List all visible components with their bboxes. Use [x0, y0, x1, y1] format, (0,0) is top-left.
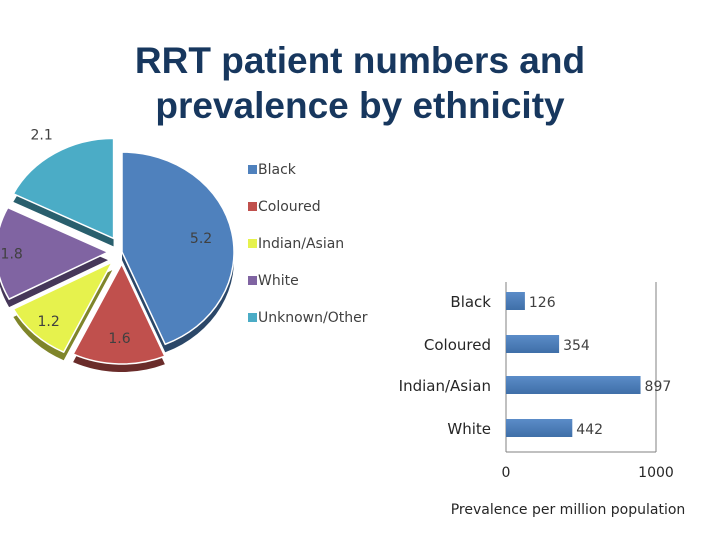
chart-title-line-2: prevalence by ethnicity — [155, 85, 565, 126]
pie-chart: 5.2 1.6 1.2 1.8 2.1 — [0, 128, 235, 372]
bar-value-black: 126 — [529, 295, 556, 311]
pie-slice-unknown-other — [12, 137, 115, 240]
pie-label-white: 1.8 — [1, 246, 23, 262]
bar-black — [506, 292, 525, 310]
chart-title: RRT patient numbers and prevalence by et… — [40, 38, 680, 128]
bar-coloured — [506, 335, 560, 353]
legend-swatch-black — [248, 165, 257, 174]
bar-white — [506, 419, 573, 437]
pie-label-indian-asian: 1.2 — [38, 314, 60, 330]
legend-label-black: Black — [258, 162, 297, 178]
bar-category-white: White — [447, 420, 491, 438]
bar-x-tick-0: 0 — [502, 465, 511, 481]
bar-category-coloured: Coloured — [424, 336, 491, 354]
bar-chart: Black 126 Coloured 354 Indian/Asian 897 White 4… — [399, 282, 686, 518]
legend-swatch-white — [248, 276, 257, 285]
pie-slice-black — [121, 151, 235, 346]
legend-label-unknown-other: Unknown/Other — [258, 310, 368, 326]
pie-slice-white — [0, 206, 110, 301]
pie-slice-coloured — [72, 262, 166, 365]
pie-label-coloured: 1.6 — [108, 331, 130, 347]
bar-value-coloured: 354 — [563, 338, 590, 354]
legend-label-indian-asian: Indian/Asian — [258, 236, 344, 252]
pie-legend: Black Coloured Indian/Asian White Unknown/Ot… — [248, 162, 368, 326]
legend-swatch-unknown-other — [248, 313, 257, 322]
bar-value-indian-asian: 897 — [645, 379, 672, 395]
legend-swatch-coloured — [248, 202, 257, 211]
pie-label-black: 5.2 — [190, 231, 212, 247]
pie-label-unknown-other: 2.1 — [31, 128, 53, 144]
bar-value-white: 442 — [576, 422, 603, 438]
bar-indian-asian — [506, 376, 641, 394]
bar-category-indian-asian: Indian/Asian — [399, 377, 491, 395]
legend-label-white: White — [258, 273, 299, 289]
bar-x-axis-label: Prevalence per million population — [451, 502, 686, 518]
chart-title-line-1: RRT patient numbers and — [134, 40, 586, 81]
bar-category-black: Black — [450, 293, 491, 311]
pie-slice-indian-asian — [12, 260, 115, 354]
bar-x-tick-1000: 1000 — [638, 465, 674, 481]
legend-label-coloured: Coloured — [258, 199, 321, 215]
legend-swatch-indian-asian — [248, 239, 257, 248]
